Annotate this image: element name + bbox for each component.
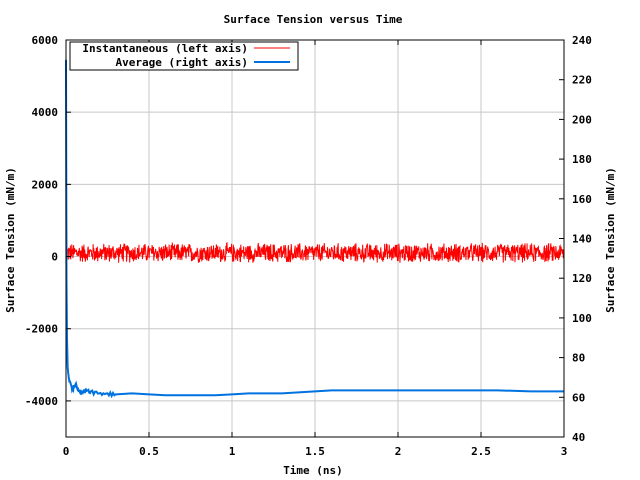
plot-area (65, 59, 565, 399)
y-left-tick-label: -2000 (25, 323, 58, 336)
y-axis-label-right: Surface Tension (mN/m) (604, 167, 617, 313)
y-right-tick-label: 220 (572, 74, 592, 87)
y-left-tick-label: 4000 (32, 106, 59, 119)
x-tick-label: 1.5 (305, 445, 325, 458)
y-right-tick-label: 200 (572, 113, 592, 126)
y-left-tick-label: 2000 (32, 178, 59, 191)
series-line-instantaneous (65, 61, 565, 263)
x-axis-label: Time (ns) (283, 464, 343, 477)
y-right-tick-label: 120 (572, 272, 592, 285)
legend-label-average: Average (right axis) (116, 56, 248, 69)
y-left-tick-label: 6000 (32, 34, 59, 47)
y-right-tick-label: 140 (572, 233, 592, 246)
ticks: 0 0.5 1 1.5 2 2.5 3 6000 4000 2000 0 -2000 -4000 240 2… (25, 34, 592, 458)
x-tick-label: 2 (395, 445, 402, 458)
x-tick-label: 1 (229, 445, 236, 458)
x-tick-label: 2.5 (471, 445, 491, 458)
y-left-tick-label: 0 (51, 251, 58, 264)
y-axis-label-left: Surface Tension (mN/m) (4, 167, 17, 313)
y-left-tick-label: -4000 (25, 395, 58, 408)
y-right-tick-label: 60 (572, 391, 585, 404)
series-line-average (65, 59, 564, 399)
y-right-tick-label: 100 (572, 312, 592, 325)
x-tick-label: 0.5 (139, 445, 159, 458)
grid (66, 39, 564, 437)
legend-box (69, 41, 299, 71)
y-right-tick-label: 80 (572, 352, 585, 365)
y-right-tick-label: 160 (572, 193, 592, 206)
y-right-tick-label: 180 (572, 153, 592, 166)
y-right-tick-label: 240 (572, 34, 592, 47)
legend-label-instantaneous: Instantaneous (left axis) (82, 42, 248, 55)
y-right-tick-label: 40 (572, 431, 585, 444)
legend: Instantaneous (left axis) Average (right… (69, 41, 299, 71)
x-tick-label: 0 (63, 445, 70, 458)
x-tick-label: 3 (561, 445, 568, 458)
chart-title: Surface Tension versus Time (224, 13, 403, 26)
